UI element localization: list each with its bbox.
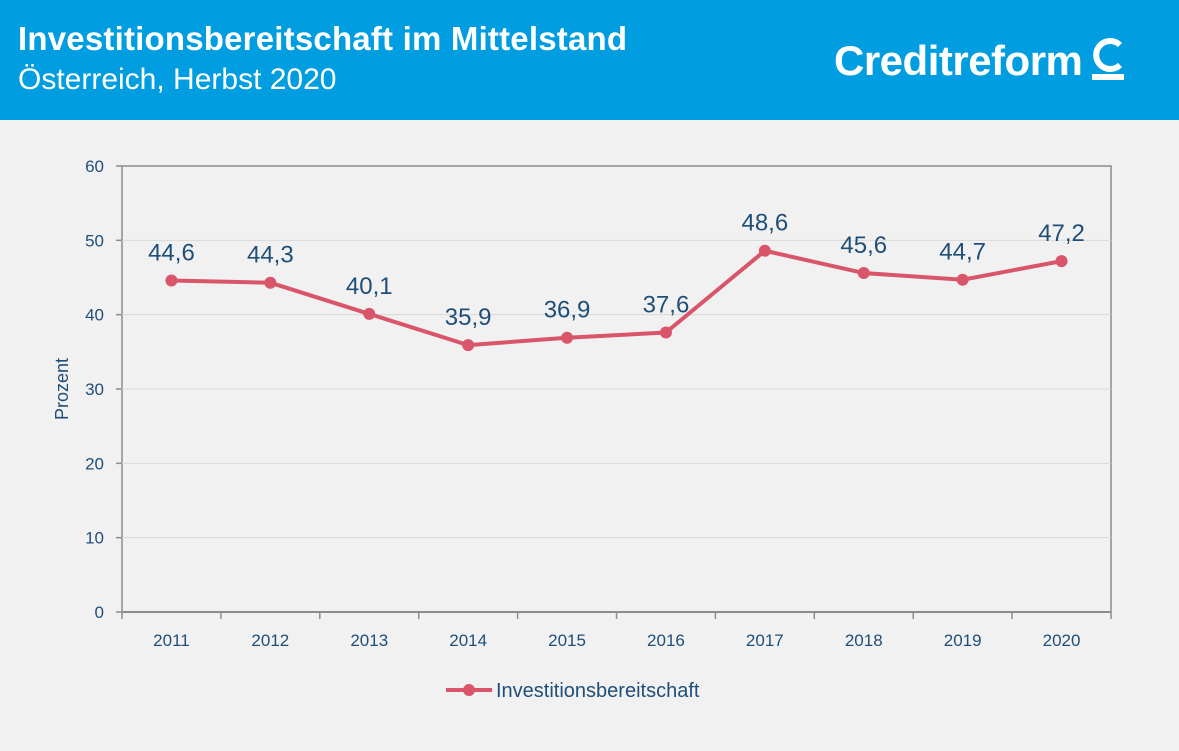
data-point	[264, 276, 277, 289]
y-tick-label: 60	[85, 157, 104, 176]
header-banner: Investitionsbereitschaft im Mittelstand …	[0, 0, 1179, 120]
legend-label: Investitionsbereitschaft	[496, 680, 700, 702]
page-title: Investitionsbereitschaft im Mittelstand	[18, 20, 628, 57]
y-tick-label: 30	[85, 380, 104, 399]
y-axis-title: Prozent	[52, 358, 72, 420]
data-point	[956, 273, 969, 286]
x-tick-label: 2015	[548, 631, 586, 650]
y-tick-label: 50	[85, 231, 104, 250]
data-label: 45,6	[840, 232, 887, 259]
data-point	[561, 331, 574, 344]
data-point	[758, 244, 771, 257]
x-tick-label: 2017	[746, 631, 784, 650]
data-label: 44,6	[148, 239, 195, 266]
y-tick-label: 20	[85, 454, 104, 473]
data-point	[462, 339, 475, 352]
data-label: 47,2	[1038, 220, 1085, 247]
data-label: 44,7	[939, 239, 986, 266]
data-label: 35,9	[445, 304, 492, 331]
data-point	[857, 267, 870, 280]
data-label: 44,3	[247, 242, 294, 269]
x-tick-label: 2014	[449, 631, 487, 650]
page-subtitle: Österreich, Herbst 2020	[18, 63, 337, 96]
legend-marker	[463, 684, 475, 696]
data-label: 36,9	[544, 297, 591, 324]
y-tick-label: 0	[95, 603, 104, 622]
x-tick-label: 2016	[647, 631, 685, 650]
line-chart: 0 10 20 30 40 50 60 2011 2012 2013 2014 2015 2016 201…	[52, 157, 1112, 702]
series-line	[171, 248, 1062, 348]
creditreform-logo: Creditreform	[834, 36, 1126, 86]
data-label: 40,1	[346, 273, 393, 300]
x-tick-label: 2018	[845, 631, 883, 650]
x-tick-label: 2019	[944, 631, 982, 650]
data-point	[165, 274, 178, 287]
y-tick-label: 10	[85, 529, 104, 548]
data-point	[1055, 255, 1068, 268]
data-point	[363, 307, 376, 320]
data-label: 37,6	[643, 292, 690, 319]
x-tick-label: 2013	[350, 631, 388, 650]
creditreform-c-icon	[1090, 36, 1126, 87]
x-tick-label: 2012	[251, 631, 289, 650]
data-label: 48,6	[741, 210, 788, 237]
y-tick-label: 40	[85, 306, 104, 325]
logo-text: Creditreform	[834, 37, 1083, 84]
x-tick-label: 2011	[153, 631, 190, 650]
chart-area: 0 10 20 30 40 50 60 2011 2012 2013 2014 2015 2016 201…	[0, 120, 1179, 746]
x-tick-label: 2020	[1043, 631, 1081, 650]
data-point	[659, 326, 672, 339]
